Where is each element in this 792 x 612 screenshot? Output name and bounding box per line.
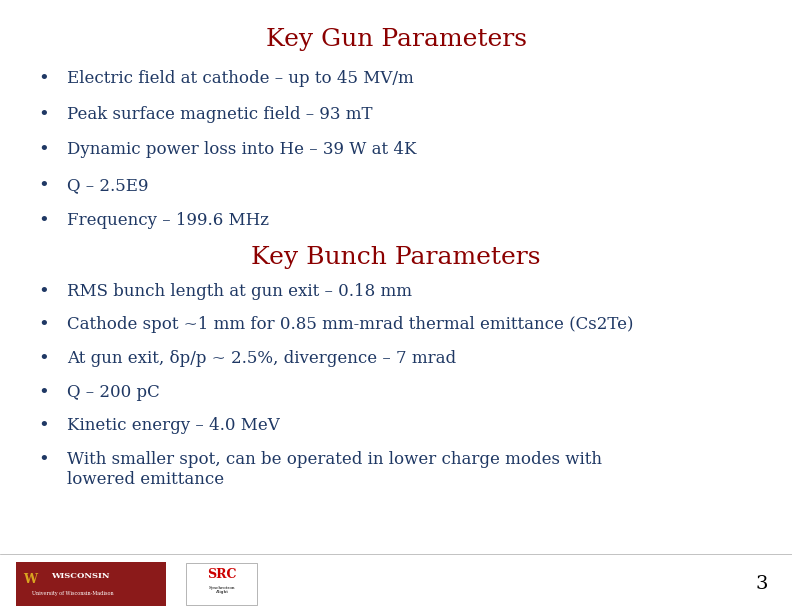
Text: Electric field at cathode – up to 45 MV/m: Electric field at cathode – up to 45 MV/… — [67, 70, 414, 88]
Text: •: • — [38, 212, 49, 230]
Text: Key Bunch Parameters: Key Bunch Parameters — [251, 246, 541, 269]
Text: •: • — [38, 384, 49, 401]
Text: Kinetic energy – 4.0 MeV: Kinetic energy – 4.0 MeV — [67, 417, 280, 435]
Text: Synchrotron
Alight: Synchrotron Alight — [208, 586, 235, 594]
Text: •: • — [38, 316, 49, 334]
Text: •: • — [38, 451, 49, 469]
FancyBboxPatch shape — [16, 562, 166, 606]
Text: •: • — [38, 177, 49, 195]
Text: Q – 200 pC: Q – 200 pC — [67, 384, 160, 401]
Text: SRC: SRC — [207, 568, 237, 581]
Text: University of Wisconsin-Madison: University of Wisconsin-Madison — [32, 591, 113, 596]
Text: Peak surface magnetic field – 93 mT: Peak surface magnetic field – 93 mT — [67, 106, 373, 123]
Text: With smaller spot, can be operated in lower charge modes with
lowered emittance: With smaller spot, can be operated in lo… — [67, 451, 603, 488]
Text: •: • — [38, 70, 49, 88]
Text: •: • — [38, 417, 49, 435]
FancyBboxPatch shape — [186, 563, 257, 605]
Text: 3: 3 — [756, 575, 768, 594]
Text: Q – 2.5E9: Q – 2.5E9 — [67, 177, 149, 194]
Text: W: W — [23, 573, 37, 586]
Text: Dynamic power loss into He – 39 W at 4K: Dynamic power loss into He – 39 W at 4K — [67, 141, 417, 159]
Text: •: • — [38, 283, 49, 300]
Text: At gun exit, δp/p ~ 2.5%, divergence – 7 mrad: At gun exit, δp/p ~ 2.5%, divergence – 7… — [67, 350, 456, 367]
Text: Key Gun Parameters: Key Gun Parameters — [265, 28, 527, 51]
Text: •: • — [38, 350, 49, 368]
Text: •: • — [38, 106, 49, 124]
Text: WISCONSIN: WISCONSIN — [51, 572, 110, 580]
Text: Frequency – 199.6 MHz: Frequency – 199.6 MHz — [67, 212, 269, 230]
Text: RMS bunch length at gun exit – 0.18 mm: RMS bunch length at gun exit – 0.18 mm — [67, 283, 413, 300]
Text: Cathode spot ~1 mm for 0.85 mm-mrad thermal emittance (Cs2Te): Cathode spot ~1 mm for 0.85 mm-mrad ther… — [67, 316, 634, 334]
Text: •: • — [38, 141, 49, 159]
